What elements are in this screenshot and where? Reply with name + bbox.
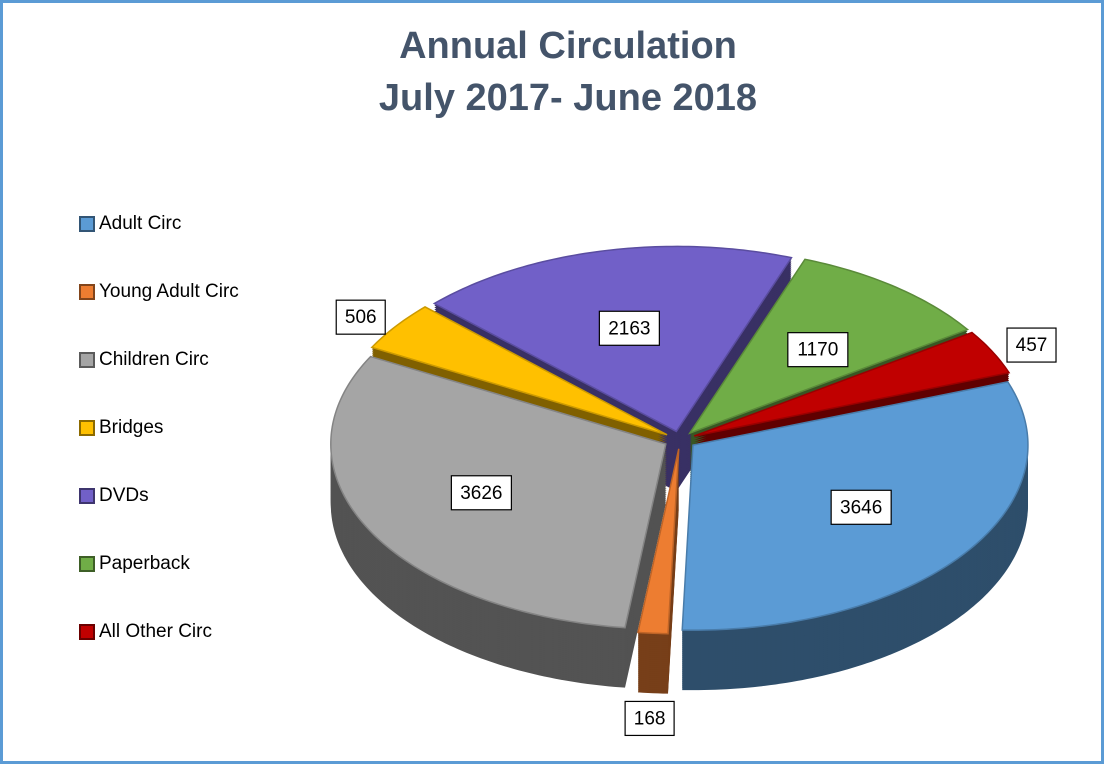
data-label: 457 [1016,335,1048,356]
legend-swatch [79,556,95,572]
legend-swatch [79,488,95,504]
data-label-box [830,489,892,525]
legend-swatch [79,352,95,368]
data-label-box [624,700,675,737]
data-label: 168 [634,708,666,729]
legend-label: DVDs [99,485,149,506]
legend-swatch [79,284,95,300]
slice [637,448,680,635]
data-label-box [335,299,386,335]
legend-label: Adult Circ [99,213,181,234]
data-label: 1170 [797,340,838,361]
legend-label: Bridges [99,417,163,438]
data-label-box [787,332,849,368]
data-label: 3646 [840,497,882,518]
data-label: 2163 [608,318,650,339]
slice [370,306,668,436]
legend-label: All Other Circ [99,621,212,642]
data-label-box [1006,327,1057,363]
chart-title: Annual Circulation [399,25,737,67]
data-label-box [450,475,512,511]
legend-swatch [79,420,95,436]
legend-label: Children Circ [99,349,209,370]
legend-label: Paperback [99,553,190,574]
data-label: 3626 [460,483,502,504]
legend-label: Young Adult Circ [99,281,239,302]
chart-title: July 2017- June 2018 [379,77,757,119]
legend-swatch [79,216,95,232]
data-label-box [598,310,660,346]
slice [693,331,1011,437]
data-label: 506 [345,307,377,328]
legend-swatch [79,624,95,640]
